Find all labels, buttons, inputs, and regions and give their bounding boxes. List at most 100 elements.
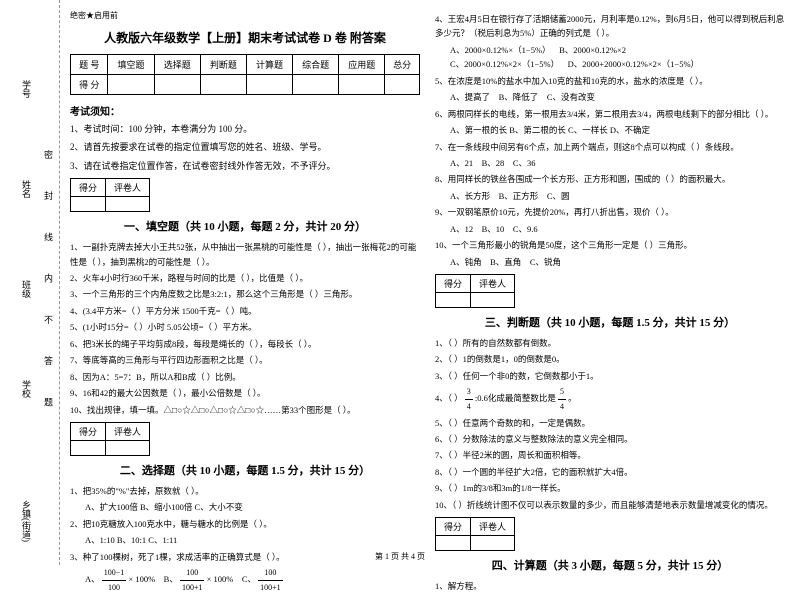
s2-q10-o: A、钝角 B、直角 C、锐角 (450, 255, 785, 269)
s2q3-b-suf: × 100% (207, 574, 234, 584)
score-h3: 判断题 (200, 55, 246, 75)
s2-q4: 4、王宏4月5日在银行存了活期储蓄2000元，月利率是0.12%，到6月5日，他… (435, 12, 785, 41)
s2-q5: 5、在浓度是10%的盐水中加入10克的盐和10克的水，盐水的浓度是（ ）。 (435, 74, 785, 88)
right-column: 4、王宏4月5日在银行存了活期储蓄2000元，月利率是0.12%，到6月5日，他… (435, 10, 785, 596)
frac-b: 100100+1 (180, 566, 205, 594)
score-h5: 综合题 (293, 55, 339, 75)
notice-3: 3、请在试卷指定位置作答，在试卷密封线外作答无效，不予评分。 (70, 159, 420, 173)
mt4-c0: 得分 (436, 518, 471, 536)
side-label-1: 乡镇(街道) (20, 500, 33, 542)
score-r4 (246, 75, 292, 95)
frac-s3-1: 34 (465, 385, 473, 413)
page-footer: 第 1 页 共 4 页 (0, 551, 800, 562)
seal-line-text: 密 封 线 内 不 答 题 (42, 150, 55, 422)
mt3-b0 (436, 293, 471, 308)
s3-q10: 10、（ ）折线统计图不仅可以表示数量的多少，而且能够清楚地表示数量增减变化的情… (435, 498, 785, 512)
grader-table-4: 得分评卷人 (435, 517, 515, 551)
s3-q2: 2、（ ）1的倒数是1，0的倒数是0。 (435, 352, 785, 366)
s2-q6-o: A、第一根的长 B、第二根的长 C、一样长 D、不确定 (450, 123, 785, 137)
section2-title: 二、选择题（共 10 小题，每题 1.5 分，共计 15 分） (70, 462, 420, 478)
s2q3-a-suf: × 100% (128, 574, 155, 584)
s2-q1-opts: A、扩大100倍 B、缩小100倍 C、大小不变 (85, 500, 420, 514)
mt1-b1 (106, 197, 150, 212)
s3-q8: 8、（ ）一个圆的半径扩大2倍，它的面积就扩大4倍。 (435, 465, 785, 479)
mt2-b1 (106, 440, 150, 455)
side-label-5: 学号 (20, 80, 33, 98)
s2-q2-opts: A、1:10 B、10:1 C、1:11 (85, 533, 420, 547)
grader-table-1: 得分评卷人 (70, 178, 150, 212)
s1-q2: 2、火车4小时行360千米，路程与时间的比是（ ），比值是（ ）。 (70, 271, 420, 285)
mt4-b1 (471, 536, 515, 551)
s2-q5-o: A、提高了 B、降低了 C、没有改变 (450, 90, 785, 104)
frac-a: 100−1100 (102, 566, 127, 594)
s2-q9-o: A、12 B、10 C、9.6 (450, 222, 785, 236)
s2-q10: 10、一个三角形最小的锐角是50度，这个三角形一定是（ ）三角形。 (435, 238, 785, 252)
s1-q10: 10、找出规律，填一填。△□○☆△□○△□○☆△□○☆……第33个图形是（ ）。 (70, 403, 420, 417)
mt2-b0 (71, 440, 106, 455)
s2-q4-oa: A、2000×0.12%×（1−5%） B、2000×0.12%×2 (450, 43, 785, 57)
mt1-b0 (71, 197, 106, 212)
s4-q1: 1、解方程。 (435, 579, 785, 593)
s3-q4: 4、（ ） 34 :0.6化成最简整数比是 54 。 (435, 385, 785, 413)
score-table: 题 号 填空题 选择题 判断题 计算题 综合题 应用题 总分 得 分 (70, 54, 420, 95)
s2-q4-ob: C、2000×0.12%×2×（1−5%） D、2000+2000×0.12%×… (450, 57, 785, 71)
s2-q8-o: A、长方形 B、正方形 C、圆 (450, 189, 785, 203)
exam-title: 人教版六年级数学【上册】期末考试试卷 D 卷 附答案 (70, 29, 420, 46)
score-h6: 应用题 (339, 55, 385, 75)
frac-c: 100100+1 (258, 566, 283, 594)
s3-q9: 9、（ ）1m的3/8和3m的1/8一样长。 (435, 481, 785, 495)
score-r6 (339, 75, 385, 95)
s2-q3-opts: A、 100−1100 × 100% B、 100100+1 × 100% C、… (85, 566, 420, 594)
s1-q6: 6、把3米长的绳子平均剪成8段，每段是绳长的（ ），每段长（ ）。 (70, 337, 420, 351)
s3-q6: 6、（ ）分数除法的意义与整数除法的意义完全相同。 (435, 432, 785, 446)
score-r2 (154, 75, 200, 95)
notice-2: 2、请首先按要求在试卷的指定位置填写您的姓名、班级、学号。 (70, 140, 420, 154)
side-label-2: 学校 (20, 380, 33, 398)
s1-q9: 9、16和42的最大公因数是（ ），最小公倍数是（ ）。 (70, 386, 420, 400)
mt3-b1 (471, 293, 515, 308)
s1-q7: 7、等底等高的三角形与平行四边形面积之比是（ ）。 (70, 353, 420, 367)
mt4-c1: 评卷人 (471, 518, 515, 536)
mt1-c1: 评卷人 (106, 179, 150, 197)
secrecy-mark: 绝密★启用前 (70, 10, 420, 21)
score-h2: 选择题 (154, 55, 200, 75)
s1-q8: 8、因为A：5=7：B，所以A和B成（ ）比例。 (70, 370, 420, 384)
section3-title: 三、判断题（共 10 小题，每题 1.5 分，共计 15 分） (435, 314, 785, 330)
score-h4: 计算题 (246, 55, 292, 75)
s1-q5: 5、(1小时15分=（ ）小时 5.05公顷=（ ）平方米。 (70, 320, 420, 334)
score-r5 (293, 75, 339, 95)
s2q3-a-label: A、 (85, 574, 100, 584)
s1-q1: 1、一副扑克牌去掉大小王共52张，从中抽出一张黑桃的可能性是（ ），抽出一张梅花… (70, 240, 420, 269)
mt2-c0: 得分 (71, 422, 106, 440)
s2-q7: 7、在一条线段中间另有6个点，加上两个端点，则这8个点可以构成（ ）条线段。 (435, 140, 785, 154)
mt3-c1: 评卷人 (471, 275, 515, 293)
score-r1 (108, 75, 154, 95)
notice-1: 1、考试时间：100 分钟，本卷满分为 100 分。 (70, 122, 420, 136)
mt2-c1: 评卷人 (106, 422, 150, 440)
frac-s3-2: 54 (558, 385, 566, 413)
binding-sidebar: 乡镇(街道) 学校 班级 姓名 学号 密 封 线 内 不 答 题 (0, 0, 60, 565)
s2q3-b-label: B、 (164, 574, 178, 584)
side-label-4: 姓名 (20, 180, 33, 198)
score-h0: 题 号 (71, 55, 108, 75)
left-column: 绝密★启用前 人教版六年级数学【上册】期末考试试卷 D 卷 附答案 题 号 填空… (70, 10, 420, 596)
notice-title: 考试须知： (70, 103, 420, 118)
score-r7 (385, 75, 420, 95)
section1-title: 一、填空题（共 10 小题，每题 2 分，共计 20 分） (70, 218, 420, 234)
s2q3-c-label: C、 (242, 574, 256, 584)
mt1-c0: 得分 (71, 179, 106, 197)
s3-q1: 1、（ ）所有的自然数都有倒数。 (435, 336, 785, 350)
mt4-b0 (436, 536, 471, 551)
grader-table-2: 得分评卷人 (70, 422, 150, 456)
s3-q5: 5、（ ）任意两个奇数的和，一定是偶数。 (435, 416, 785, 430)
s3-q3: 3、（ ）任何一个非0的数，它倒数都小于1。 (435, 369, 785, 383)
s2-q2: 2、把10克糖放入100克水中，糖与糖水的比例是（ ）。 (70, 517, 420, 531)
s2-q6: 6、两根同样长的电线，第一根用去3/4米，第二根用去3/4，两根电线剩下的部分相… (435, 107, 785, 121)
s3-q7: 7、（ ）半径2米的圆，周长和面积相等。 (435, 448, 785, 462)
s2-q1: 1、把35%的"%"去掉，原数就（ ）。 (70, 484, 420, 498)
score-h1: 填空题 (108, 55, 154, 75)
s2-q7-o: A、21 B、28 C、36 (450, 156, 785, 170)
s2-q9: 9、一双钢笔原价10元，先提价20%，再打八折出售，现价（ ）。 (435, 205, 785, 219)
s2-q8: 8、用同样长的铁丝各围成一个长方形、正方形和圆，围成的（ ）的面积最大。 (435, 172, 785, 186)
mt3-c0: 得分 (436, 275, 471, 293)
